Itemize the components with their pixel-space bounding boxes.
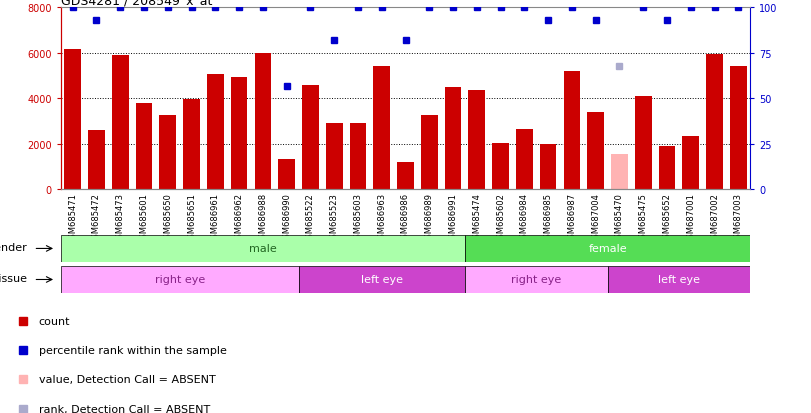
- Bar: [397, 163, 414, 190]
- Text: left eye: left eye: [658, 275, 700, 285]
- Text: value, Detection Call = ABSENT: value, Detection Call = ABSENT: [39, 375, 216, 385]
- Bar: [421, 116, 438, 190]
- Bar: [607, 266, 750, 293]
- Bar: [298, 266, 465, 293]
- Bar: [444, 88, 461, 190]
- Bar: [302, 85, 319, 190]
- Bar: [611, 155, 628, 190]
- Bar: [207, 75, 224, 190]
- Text: right eye: right eye: [155, 275, 205, 285]
- Text: count: count: [39, 317, 70, 327]
- Bar: [373, 67, 390, 190]
- Bar: [255, 54, 271, 190]
- Bar: [465, 266, 607, 293]
- Bar: [135, 104, 152, 190]
- Bar: [278, 159, 295, 190]
- Bar: [730, 67, 747, 190]
- Bar: [350, 124, 367, 190]
- Bar: [706, 55, 723, 190]
- Text: female: female: [588, 244, 627, 254]
- Bar: [564, 72, 580, 190]
- Bar: [469, 91, 485, 190]
- Bar: [231, 78, 247, 190]
- Bar: [61, 266, 298, 293]
- Text: gender: gender: [0, 242, 28, 252]
- FancyBboxPatch shape: [465, 235, 750, 262]
- Bar: [88, 131, 105, 190]
- Text: right eye: right eye: [511, 275, 561, 285]
- Bar: [160, 116, 176, 190]
- Bar: [659, 147, 676, 190]
- Text: tissue: tissue: [0, 273, 28, 283]
- Text: left eye: left eye: [361, 275, 403, 285]
- Text: rank, Detection Call = ABSENT: rank, Detection Call = ABSENT: [39, 404, 210, 413]
- Bar: [540, 145, 556, 190]
- Bar: [492, 143, 509, 190]
- Bar: [112, 56, 129, 190]
- Bar: [64, 50, 81, 190]
- Text: GDS4281 / 208549_x_at: GDS4281 / 208549_x_at: [61, 0, 212, 7]
- Bar: [587, 113, 604, 190]
- Bar: [682, 137, 699, 190]
- Bar: [516, 130, 533, 190]
- Bar: [183, 100, 200, 190]
- Text: percentile rank within the sample: percentile rank within the sample: [39, 346, 226, 356]
- Text: male: male: [249, 244, 277, 254]
- Bar: [635, 97, 651, 190]
- FancyBboxPatch shape: [61, 235, 465, 262]
- Bar: [326, 124, 342, 190]
